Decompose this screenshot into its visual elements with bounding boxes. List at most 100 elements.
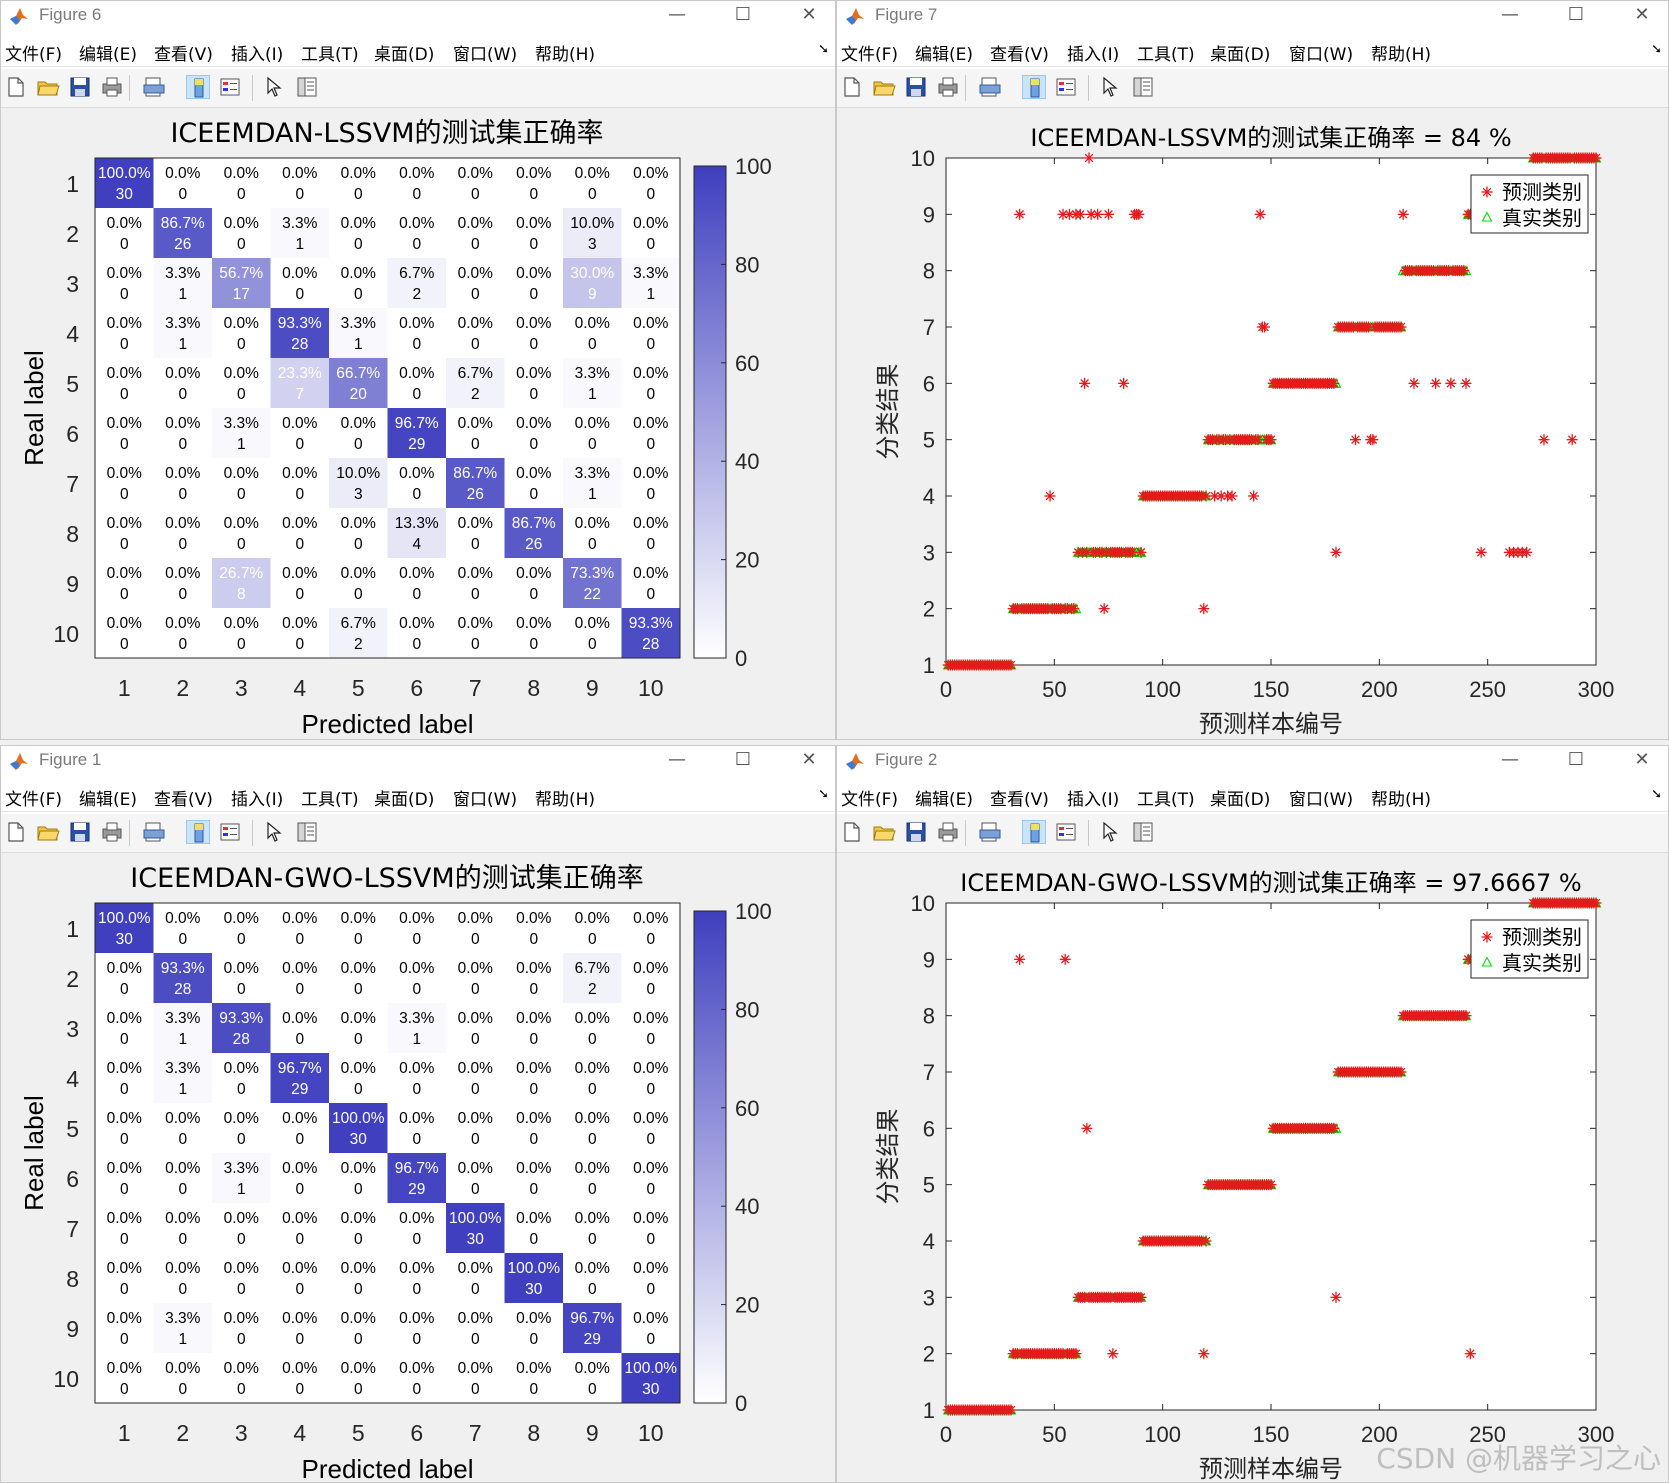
menu-item[interactable]: 桌面(D) [374, 45, 435, 65]
save-icon[interactable] [68, 75, 92, 99]
matrix-cell: 100.0% 30 [504, 1253, 563, 1303]
close-icon[interactable]: ✕ [1634, 749, 1650, 770]
menu-item[interactable]: 插入(I) [1067, 790, 1120, 810]
property-editor-icon[interactable] [1131, 75, 1155, 99]
new-file-icon[interactable] [840, 75, 864, 99]
dock-arrow-icon[interactable]: ➘ [1651, 787, 1662, 802]
close-icon[interactable]: ✕ [1634, 4, 1650, 25]
open-folder-icon[interactable] [872, 75, 896, 99]
menu-item[interactable]: 窗口(W) [1289, 790, 1354, 810]
save-icon[interactable] [68, 820, 92, 844]
menu-item[interactable]: 查看(V) [154, 45, 213, 65]
property-editor-icon[interactable] [295, 820, 319, 844]
new-file-icon[interactable] [4, 75, 28, 99]
matrix-cell: 6.7% 2 [446, 358, 505, 408]
maximize-icon[interactable]: ☐ [734, 749, 752, 770]
print-icon[interactable] [100, 75, 124, 99]
print-icon[interactable] [100, 820, 124, 844]
save-icon[interactable] [904, 820, 928, 844]
open-folder-icon[interactable] [872, 820, 896, 844]
menu-item[interactable]: 编辑(E) [79, 790, 138, 810]
pointer-icon[interactable] [262, 75, 286, 99]
dock-arrow-icon[interactable]: ➘ [1651, 42, 1662, 57]
title-bar[interactable]: Figure 7 — ☐ ✕ [837, 1, 1668, 31]
dock-arrow-icon[interactable]: ➘ [818, 42, 829, 57]
print-icon[interactable] [936, 75, 960, 99]
title-bar[interactable]: Figure 2 — ☐ ✕ [837, 746, 1668, 776]
maximize-icon[interactable]: ☐ [734, 4, 752, 25]
legend-icon[interactable] [218, 820, 242, 844]
legend-icon[interactable] [1054, 820, 1078, 844]
menu-item[interactable]: 插入(I) [231, 45, 284, 65]
matrix-cell-fill [212, 158, 271, 208]
menu-item[interactable]: 查看(V) [990, 45, 1049, 65]
menu-item[interactable]: 桌面(D) [374, 790, 435, 810]
menu-item[interactable]: 插入(I) [231, 790, 284, 810]
menu-item[interactable]: 文件(F) [841, 790, 899, 810]
pointer-icon[interactable] [262, 820, 286, 844]
menu-item[interactable]: 工具(T) [301, 790, 359, 810]
predicted-marker [1521, 546, 1533, 558]
matrix-cell: 0.0% 0 [153, 508, 212, 558]
save-icon[interactable] [904, 75, 928, 99]
menu-item[interactable]: 帮助(H) [535, 790, 596, 810]
pointer-icon[interactable] [1098, 820, 1122, 844]
pointer-icon[interactable] [1098, 75, 1122, 99]
title-bar[interactable]: Figure 1 — ☐ ✕ [1, 746, 835, 776]
menu-item[interactable]: 窗口(W) [1289, 45, 1354, 65]
property-editor-icon[interactable] [1131, 820, 1155, 844]
new-file-icon[interactable] [4, 820, 28, 844]
minimize-icon[interactable]: — [1501, 749, 1519, 770]
open-folder-icon[interactable] [36, 820, 60, 844]
matrix-cell-fill [153, 558, 212, 608]
menu-item[interactable]: 帮助(H) [535, 45, 596, 65]
menu-item[interactable]: 编辑(E) [915, 790, 974, 810]
print-preview-icon[interactable] [142, 75, 166, 99]
close-icon[interactable]: ✕ [801, 4, 817, 25]
colorbar-icon[interactable] [186, 75, 210, 99]
minimize-icon[interactable]: — [668, 749, 686, 770]
menu-item[interactable]: 查看(V) [990, 790, 1049, 810]
menu-item[interactable]: 窗口(W) [453, 45, 518, 65]
colorbar-icon[interactable] [1022, 820, 1046, 844]
dock-arrow-icon[interactable]: ➘ [818, 787, 829, 802]
print-icon[interactable] [936, 820, 960, 844]
menu-item[interactable]: 窗口(W) [453, 790, 518, 810]
matrix-cell-fill [504, 903, 563, 953]
colorbar-icon[interactable] [1022, 75, 1046, 99]
cell-count: 0 [295, 981, 304, 998]
menu-item[interactable]: 文件(F) [5, 790, 63, 810]
menu-item[interactable]: 编辑(E) [915, 45, 974, 65]
legend-icon[interactable] [1054, 75, 1078, 99]
print-preview-icon[interactable] [142, 820, 166, 844]
menu-item[interactable]: 帮助(H) [1371, 790, 1432, 810]
legend-icon[interactable] [218, 75, 242, 99]
colorbar-icon[interactable] [186, 820, 210, 844]
new-file-icon[interactable] [840, 820, 864, 844]
menu-item[interactable]: 帮助(H) [1371, 45, 1432, 65]
x-axis-label: Predicted label [302, 1454, 474, 1483]
menu-item[interactable]: 桌面(D) [1210, 45, 1271, 65]
menu-item[interactable]: 桌面(D) [1210, 790, 1271, 810]
menu-item[interactable]: 查看(V) [154, 790, 213, 810]
menu-item[interactable]: 文件(F) [841, 45, 899, 65]
menu-item[interactable]: 编辑(E) [79, 45, 138, 65]
menu-item[interactable]: 文件(F) [5, 45, 63, 65]
minimize-icon[interactable]: — [1501, 4, 1519, 25]
print-preview-icon[interactable] [978, 75, 1002, 99]
matrix-cell-fill [446, 508, 505, 558]
maximize-icon[interactable]: ☐ [1567, 4, 1585, 25]
menu-item[interactable]: 工具(T) [301, 45, 359, 65]
title-bar[interactable]: Figure 6 — ☐ ✕ [1, 1, 835, 31]
open-folder-icon[interactable] [36, 75, 60, 99]
menu-item[interactable]: 工具(T) [1137, 45, 1195, 65]
property-editor-icon[interactable] [295, 75, 319, 99]
close-icon[interactable]: ✕ [801, 749, 817, 770]
print-preview-icon[interactable] [978, 820, 1002, 844]
menu-item[interactable]: 插入(I) [1067, 45, 1120, 65]
menu-item[interactable]: 工具(T) [1137, 790, 1195, 810]
minimize-icon[interactable]: — [668, 4, 686, 25]
maximize-icon[interactable]: ☐ [1567, 749, 1585, 770]
